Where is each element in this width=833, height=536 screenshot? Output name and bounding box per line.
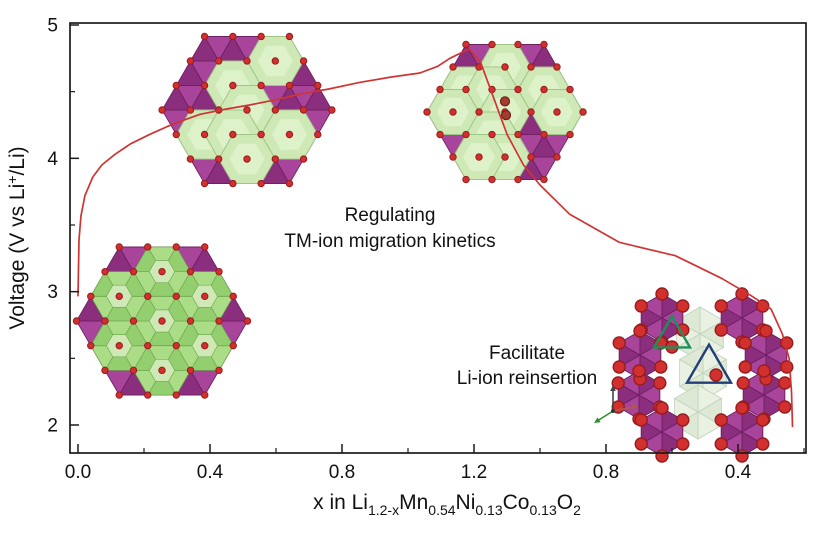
axis-labels: x in Li1.2-x​Mn0.54​Ni0.13​Co0.13​O2​ Vol… [4,146,581,518]
voltage-curve [77,48,794,428]
tetrahedral-site-marker [684,342,734,384]
annotation-tm-migration: Regulating [345,205,436,226]
charge-discharge-curve [77,48,794,428]
axes-frame: 5 4 3 2 0.0 0.4 0.8 1.2 0.8 0.4 [47,16,807,483]
x-tick-label: 0.8 [329,462,355,483]
structure-li-reinsertion [611,287,794,463]
x-tick-label: 0.8 [593,462,619,483]
y-tick-label: 4 [47,149,58,170]
y-tick-label: 3 [47,282,58,303]
annotation-li-reinsertion: Facilitate [489,343,565,364]
crystal-axes-icon [594,385,638,423]
x-tick-label: 0.4 [725,462,752,483]
y-axis-title: Voltage (V vs Li+​/Li) [4,146,29,329]
crystal-structure-insets [72,32,794,463]
annotation-tm-migration: TM-ion migration kinetics [284,231,495,252]
migrated-tm-ion [499,96,511,107]
migrated-tm-ion [500,110,512,121]
y-tick-label: 5 [47,16,58,37]
tetrahedral-site-marker [651,313,693,349]
x-tick-label: 0.0 [65,462,91,483]
x-tick-label: 0.4 [197,462,224,483]
y-tick-label: 2 [47,415,58,436]
annotation-li-reinsertion: Li-ion reinsertion [457,368,597,389]
structure-partially-charged [158,32,336,188]
x-tick-label: 1.2 [461,462,487,483]
text-annotations: Regulating TM-ion migration kinetics Facil… [284,205,597,389]
structure-pristine-ordered [72,243,252,399]
x-axis-title: x in Li1.2-x​Mn0.54​Ni0.13​Co0.13​O2​ [313,491,581,518]
structure-charged-tm-migration [423,40,587,184]
